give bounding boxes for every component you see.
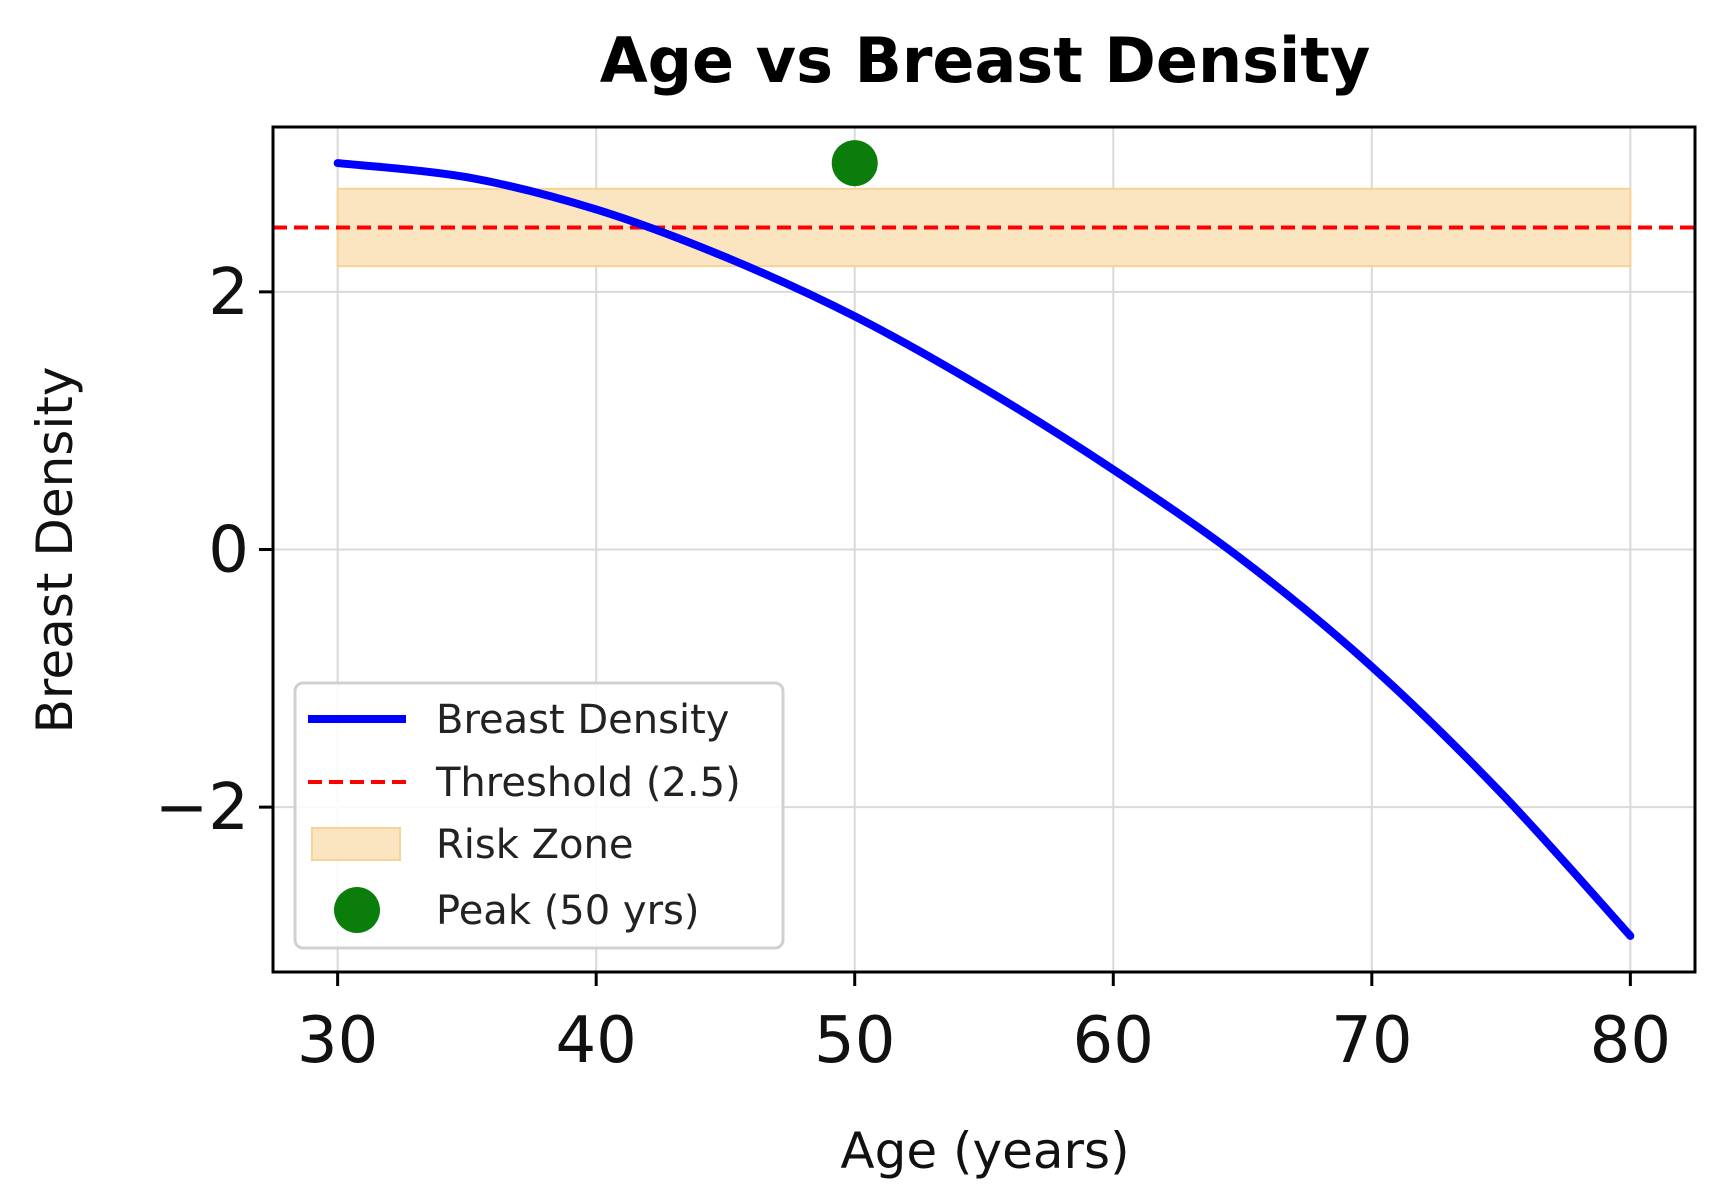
legend-label-threshold: Threshold (2.5) (435, 760, 741, 806)
series-line-breast-density (333, 159, 1635, 940)
legend-label-peak: Peak (50 yrs) (436, 888, 699, 934)
peak-layer (831, 140, 878, 187)
x-axis-label: Age (years) (840, 1122, 1129, 1180)
x-tick-label: 70 (1331, 1004, 1412, 1078)
x-tick-label: 80 (1590, 1004, 1671, 1078)
y-tick-label: −2 (155, 771, 249, 845)
legend-label-breast-density: Breast Density (436, 697, 729, 743)
chart-title: Age vs Breast Density (600, 24, 1371, 97)
x-tick-label: 50 (814, 1004, 895, 1078)
y-tick-label: 2 (208, 256, 249, 330)
y-axis-label: Breast Density (26, 367, 84, 734)
y-tick-label: 0 (208, 514, 249, 588)
x-tick-label: 40 (555, 1004, 636, 1078)
legend-label-risk-zone: Risk Zone (436, 822, 633, 868)
legend-box (293, 681, 785, 950)
peak-marker (831, 140, 878, 187)
x-tick-label: 60 (1073, 1004, 1154, 1078)
legend-swatch-peak (334, 887, 380, 933)
x-tick-label: 30 (297, 1004, 378, 1078)
legend-swatch-risk-zone (311, 827, 401, 861)
series-layer (333, 159, 1635, 940)
axis-ticks: 30 40 50 60 70 80 −2 0 2 (155, 256, 1671, 1078)
legend: Breast Density Threshold (2.5) Risk Zone… (293, 681, 785, 950)
